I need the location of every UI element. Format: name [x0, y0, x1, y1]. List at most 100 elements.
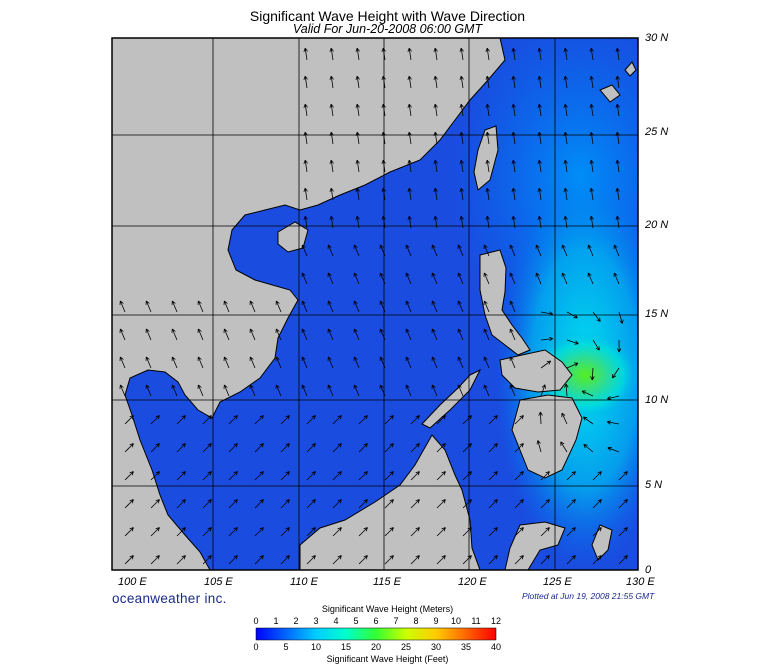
wave-arrow [223, 384, 230, 397]
lon-label-110e: 110 E [290, 576, 318, 588]
wave-arrow [176, 555, 186, 565]
wave-arrow [592, 527, 602, 537]
feet-tick-label: 20 [370, 642, 382, 652]
wave-arrow [433, 131, 438, 145]
wave-arrow [540, 499, 550, 509]
colorbar-meters-title: Significant Wave Height (Meters) [321, 604, 454, 614]
wave-arrow [485, 159, 490, 173]
wave-arrow [457, 244, 464, 257]
feet-tick-label: 40 [490, 642, 502, 652]
wave-arrow [459, 215, 464, 229]
wave-arrow [228, 527, 238, 537]
wave-arrow [303, 159, 308, 173]
wave-arrow [583, 444, 594, 453]
wave-arrow [381, 103, 386, 117]
wave-arrow [384, 415, 394, 425]
wave-arrow [407, 131, 412, 145]
wave-arrow [514, 527, 524, 537]
taiwan-island [473, 125, 499, 191]
wave-arrow [485, 131, 490, 145]
wave-arrow [381, 75, 386, 89]
wave-arrow [618, 311, 624, 324]
wave-arrow [303, 47, 308, 61]
wave-arrow [124, 499, 134, 509]
wave-arrow [589, 75, 594, 89]
wave-arrow [405, 384, 412, 397]
wave-arrow [561, 412, 568, 425]
wave-arrow [405, 244, 412, 257]
wave-arrow [379, 356, 386, 369]
wave-arrow [176, 527, 186, 537]
halmahera-island [591, 524, 613, 561]
meters-tick-label: 1 [273, 616, 279, 626]
wave-arrow [485, 75, 490, 89]
wave-arrow [462, 415, 472, 425]
wave-arrow [254, 415, 264, 425]
wave-arrow [223, 300, 230, 313]
wave-arrow [355, 215, 360, 229]
wave-arrow [254, 555, 264, 565]
wave-arrow [485, 47, 490, 61]
lon-label-130e: 130 E [626, 576, 655, 588]
wave-arrow [488, 555, 498, 565]
wave-arrow [511, 75, 516, 89]
wave-arrow [566, 555, 576, 565]
visayas-islands [499, 349, 573, 393]
wave-arrow [197, 384, 204, 397]
wave-arrow [613, 244, 620, 257]
mindanao-island [511, 394, 583, 479]
wave-arrow [150, 555, 160, 565]
wave-arrow [615, 75, 620, 89]
wave-arrow [379, 328, 386, 341]
wave-arrow [410, 555, 420, 565]
wave-arrow [540, 555, 550, 565]
wave-arrow [566, 311, 578, 319]
wave-arrow [431, 356, 438, 369]
wave-arrow [483, 272, 490, 285]
wave-arrow [280, 527, 290, 537]
wave-arrow [327, 272, 334, 285]
wave-arrow [537, 75, 542, 89]
wave-arrow [329, 215, 334, 229]
wave-arrow [587, 244, 594, 257]
wave-arrow [249, 356, 256, 369]
wave-arrow [303, 187, 308, 201]
wave-arrow [592, 339, 600, 351]
wave-arrow [561, 244, 568, 257]
wave-arrow [485, 103, 490, 117]
wave-arrow [228, 471, 238, 481]
wave-arrow [563, 187, 568, 201]
wave-arrow [462, 527, 472, 537]
wave-arrow [488, 527, 498, 537]
wave-arrow [433, 103, 438, 117]
meters-tick-label: 7 [393, 616, 399, 626]
wave-arrow [358, 499, 368, 509]
wave-arrow [303, 103, 308, 117]
wave-arrow [615, 103, 620, 117]
wave-arrow [563, 215, 568, 229]
wave-arrow [488, 471, 498, 481]
wave-arrow [249, 384, 256, 397]
wave-arrow [537, 159, 542, 173]
wave-arrow [537, 131, 542, 145]
lon-label-125e: 125 E [543, 576, 572, 588]
wave-arrow [145, 328, 152, 341]
wave-arrow [436, 527, 446, 537]
wave-arrow [563, 47, 568, 61]
wave-arrow [563, 131, 568, 145]
wave-arrow [384, 555, 394, 565]
wave-arrow [303, 131, 308, 145]
wave-arrow [592, 555, 602, 565]
wave-arrow [327, 300, 334, 313]
wave-arrow [301, 300, 308, 313]
wave-arrow [535, 244, 542, 257]
wave-arrow [563, 75, 568, 89]
wave-arrow [433, 159, 438, 173]
wave-arrow [581, 390, 594, 397]
wave-arrow [462, 471, 472, 481]
wave-arrow [589, 103, 594, 117]
wave-arrow [563, 103, 568, 117]
lat-label-30n: 30 N [645, 32, 669, 44]
wave-arrow [457, 356, 464, 369]
wave-arrow [275, 356, 282, 369]
